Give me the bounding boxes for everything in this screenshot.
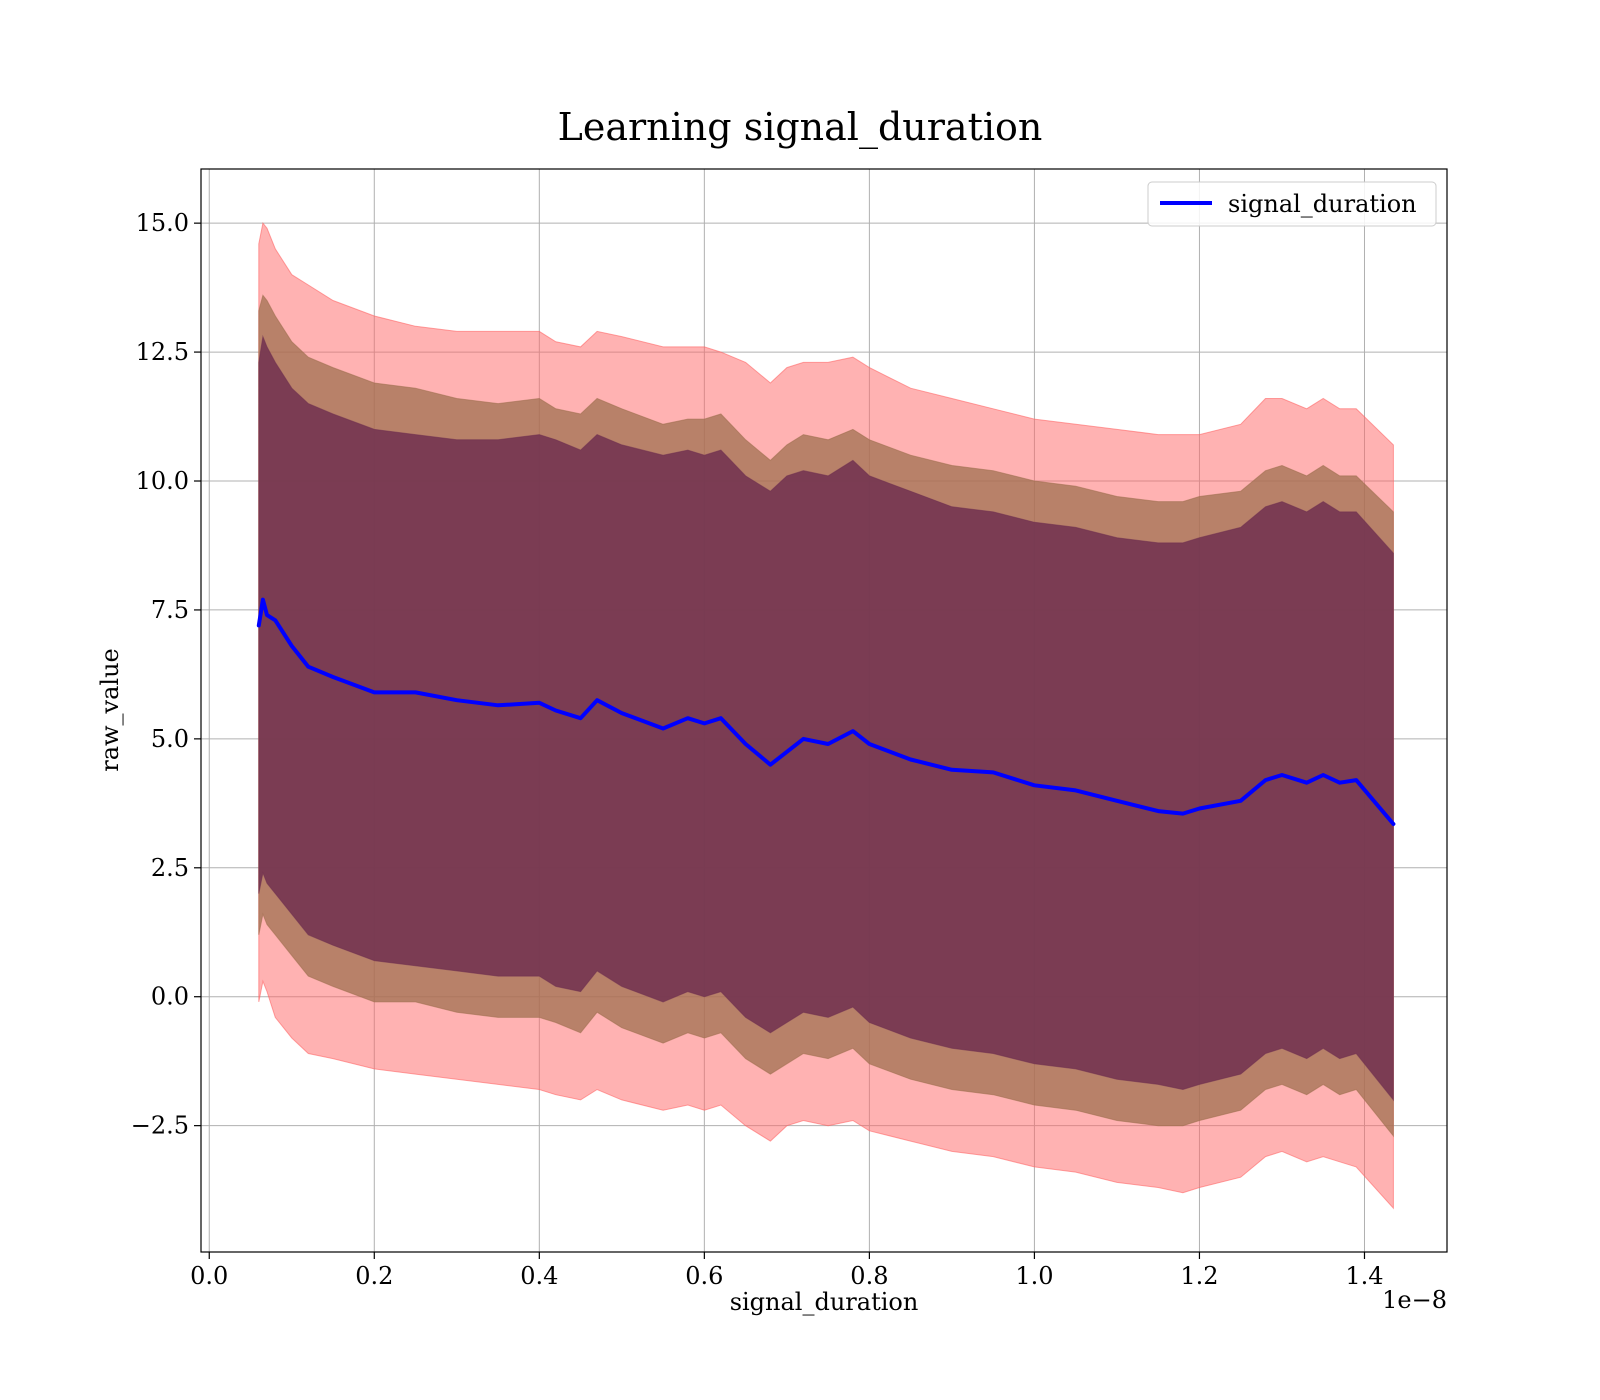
y-tick-label: 2.5: [151, 854, 189, 882]
y-tick-label: 5.0: [151, 725, 189, 753]
y-tick-label: 0.0: [151, 983, 189, 1011]
x-tick-label: 0.2: [355, 1262, 393, 1290]
legend-label: signal_duration: [1228, 190, 1417, 218]
confidence-bands: [258, 222, 1394, 1210]
x-tick-label: 1.2: [1180, 1262, 1218, 1290]
y-tick-label: −2.5: [131, 1112, 189, 1140]
band-inner: [258, 334, 1394, 1102]
legend: signal_duration: [1147, 181, 1437, 227]
x-tick-label: 0.0: [190, 1262, 228, 1290]
x-tick-label: 0.8: [850, 1262, 888, 1290]
y-tick-label: 15.0: [136, 209, 189, 237]
x-tick-label: 0.4: [520, 1262, 558, 1290]
series-line-0: [256, 597, 1396, 826]
x-tick-label: 0.6: [685, 1262, 723, 1290]
y-axis-ticks: −2.5 0.0 2.5 5.0 7.5 10.0 12.5 15.0: [131, 209, 201, 1140]
y-tick-label: 7.5: [151, 596, 189, 624]
series-lines: [256, 597, 1396, 826]
x-axis-label: signal_duration: [730, 1288, 919, 1316]
y-tick-label: 10.0: [136, 467, 189, 495]
y-tick-label: 12.5: [136, 338, 189, 366]
plot-frame: [200, 168, 1448, 1253]
y-axis-label: raw_value: [96, 648, 124, 772]
x-offset-label: 1e−8: [1382, 1286, 1447, 1314]
x-axis-ticks: 0.0 0.2 0.4 0.6 0.8 1.0 1.2 1.4: [190, 1252, 1384, 1290]
x-tick-label: 1.4: [1345, 1262, 1383, 1290]
legend-box: [1147, 181, 1437, 227]
x-tick-label: 1.0: [1015, 1262, 1053, 1290]
chart-title: Learning signal_duration: [558, 105, 1043, 150]
